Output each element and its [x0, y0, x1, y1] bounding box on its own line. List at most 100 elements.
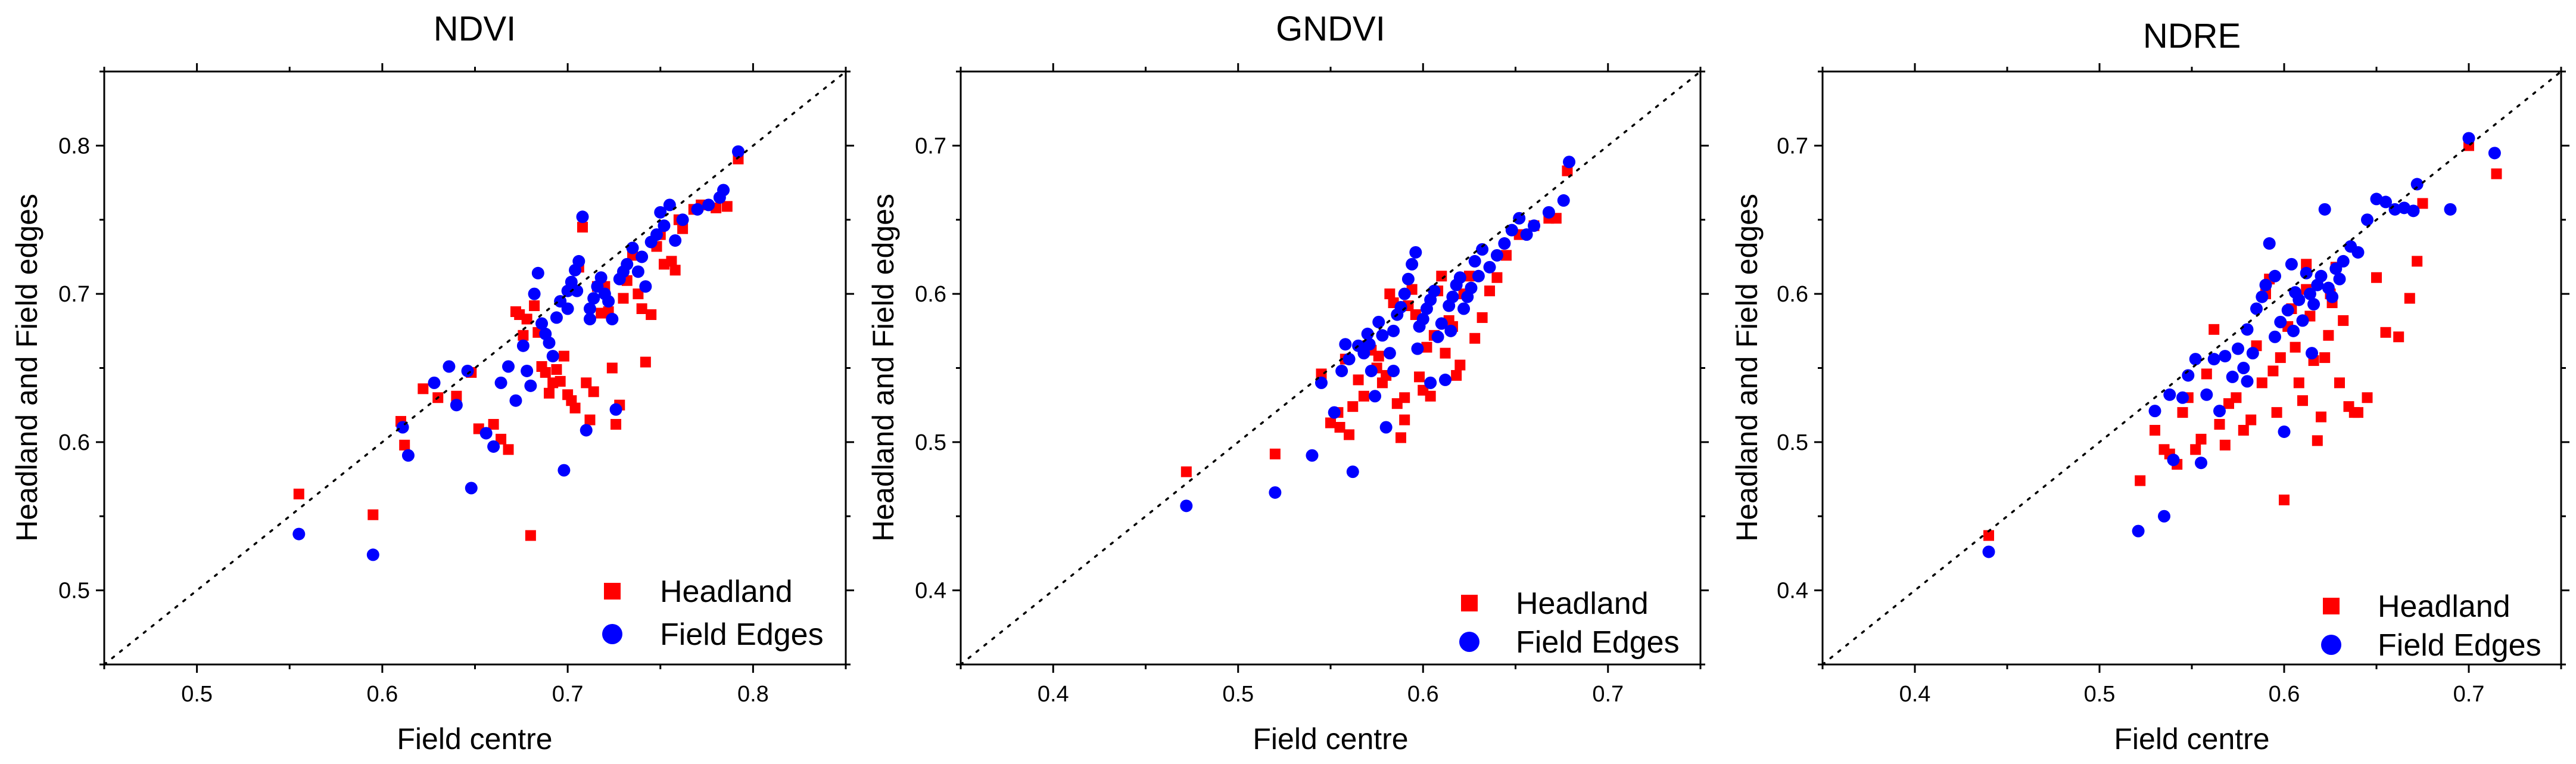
- point-field-edges: [1468, 254, 1481, 268]
- legend-marker-field-edges: [602, 624, 622, 644]
- point-headland: [2491, 168, 2502, 179]
- x-tick-label: 0.7: [552, 682, 584, 707]
- point-headland: [636, 303, 647, 314]
- identity-line: [1821, 70, 2562, 666]
- point-field-edges: [602, 295, 615, 308]
- point-headland: [1180, 466, 1192, 477]
- point-field-edges: [639, 280, 652, 293]
- point-field-edges: [1401, 272, 1415, 285]
- point-field-edges: [2176, 391, 2189, 404]
- point-headland: [2412, 256, 2423, 267]
- point-field-edges: [2226, 370, 2239, 383]
- point-headland: [618, 293, 629, 304]
- point-field-edges: [550, 311, 563, 324]
- point-field-edges: [2351, 246, 2365, 259]
- point-field-edges: [2296, 314, 2309, 327]
- point-field-edges: [571, 284, 584, 297]
- point-field-edges: [1563, 156, 1576, 169]
- legend-marker-field-edges: [1459, 632, 1479, 652]
- point-headland: [666, 256, 677, 267]
- point-field-edges: [292, 527, 306, 541]
- point-headland: [2279, 494, 2290, 505]
- point-headland: [540, 367, 551, 378]
- legend-label-headland: Headland: [2378, 589, 2510, 624]
- point-headland: [2334, 377, 2345, 389]
- chart-panel-ndvi: NDVI 0.5 0.6 0.7 0.8 0.5 0.6 0.7 0.8 Field cent…: [10, 10, 854, 756]
- plot-frame: [960, 70, 1702, 666]
- point-field-edges: [1472, 269, 1485, 282]
- point-field-edges: [2307, 298, 2320, 311]
- point-field-edges: [1346, 465, 1359, 479]
- x-tick-label: 0.8: [737, 682, 769, 707]
- point-field-edges: [2213, 405, 2226, 418]
- point-headland: [577, 222, 588, 233]
- point-field-edges: [2278, 425, 2291, 438]
- point-field-edges: [2407, 204, 2420, 218]
- point-headland: [1373, 350, 1384, 362]
- point-field-edges: [509, 394, 522, 407]
- point-headland: [451, 390, 462, 402]
- point-field-edges: [2306, 347, 2318, 360]
- point-field-edges: [2315, 269, 2328, 282]
- y-tick-label: 0.6: [1777, 282, 1808, 307]
- point-field-edges: [524, 379, 537, 392]
- point-field-edges: [658, 219, 671, 232]
- point-headland: [581, 377, 592, 389]
- y-tick-label: 0.8: [58, 133, 90, 159]
- x-tick-label: 0.7: [1592, 682, 1624, 707]
- point-field-edges: [1406, 257, 1419, 271]
- chart-title: GNDVI: [1276, 10, 1385, 48]
- point-field-edges: [2207, 353, 2220, 366]
- point-field-edges: [1376, 329, 1389, 342]
- point-headland: [496, 433, 507, 445]
- point-field-edges: [1465, 281, 1478, 294]
- point-field-edges: [516, 339, 529, 352]
- point-headland: [1269, 448, 1281, 459]
- point-field-edges: [1446, 290, 1459, 303]
- point-field-edges: [2232, 342, 2244, 355]
- point-field-edges: [1342, 353, 1356, 366]
- point-field-edges: [2444, 203, 2457, 216]
- point-headland: [1334, 422, 1345, 433]
- point-field-edges: [621, 257, 634, 271]
- y-tick-label: 0.4: [915, 579, 946, 604]
- point-field-edges: [2241, 375, 2254, 388]
- point-field-edges: [2189, 353, 2202, 366]
- point-headland: [1477, 312, 1488, 323]
- chart-title: NDRE: [2143, 17, 2241, 55]
- point-headland: [1344, 429, 1355, 440]
- point-headland: [2177, 407, 2188, 418]
- point-field-edges: [1363, 338, 1376, 351]
- point-field-edges: [626, 241, 639, 254]
- point-headland: [610, 419, 622, 430]
- point-field-edges: [2462, 132, 2475, 145]
- point-field-edges: [565, 275, 578, 288]
- point-headland: [2150, 424, 2160, 436]
- point-field-edges: [1411, 342, 1424, 355]
- point-field-edges: [366, 548, 379, 561]
- legend: Headland Field Edges: [602, 574, 824, 652]
- point-headland: [1440, 347, 1451, 359]
- point-field-edges: [2318, 203, 2331, 216]
- point-field-edges: [2219, 350, 2232, 363]
- point-field-edges: [1335, 364, 1348, 377]
- legend-label-headland: Headland: [1516, 586, 1649, 621]
- point-headland: [525, 530, 536, 541]
- point-field-edges: [2195, 456, 2207, 470]
- point-field-edges: [1453, 271, 1466, 284]
- point-field-edges: [663, 198, 676, 212]
- point-field-edges: [2287, 324, 2300, 337]
- point-field-edges: [587, 292, 600, 305]
- point-headland: [1399, 414, 1410, 426]
- point-headland: [2135, 475, 2146, 486]
- point-headland: [1469, 333, 1481, 344]
- point-field-edges: [2200, 388, 2213, 401]
- point-field-edges: [2281, 303, 2294, 316]
- point-field-edges: [1982, 545, 1995, 558]
- x-tick-label: 0.6: [366, 682, 398, 707]
- point-field-edges: [1306, 449, 1319, 462]
- point-headland: [2312, 435, 2323, 446]
- point-field-edges: [401, 449, 415, 462]
- point-field-edges: [631, 265, 644, 278]
- point-headland: [2231, 392, 2242, 403]
